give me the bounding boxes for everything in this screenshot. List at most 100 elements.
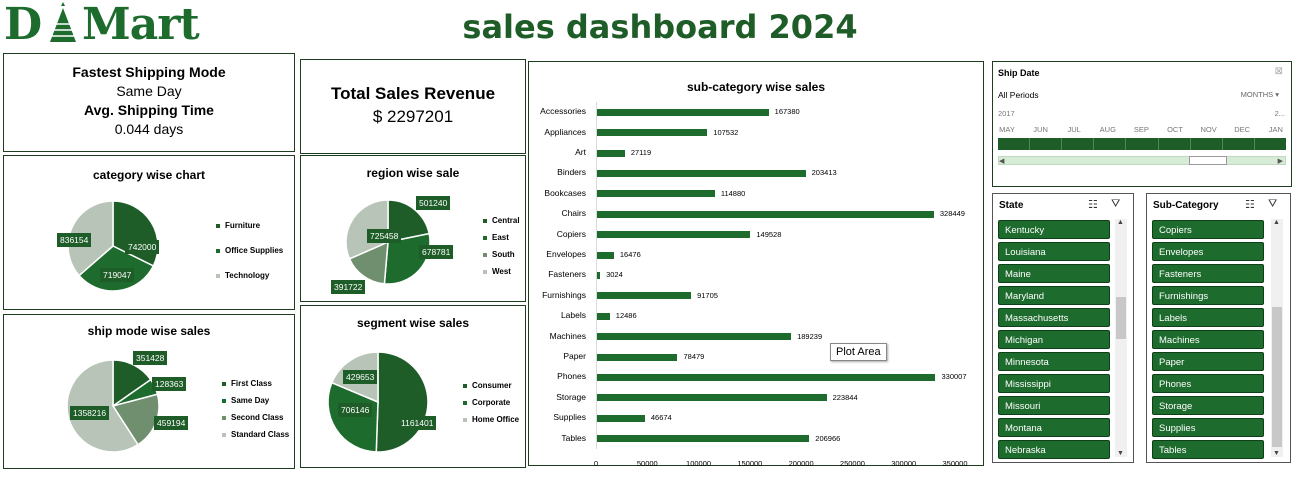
shipping-kpi-card[interactable]: Fastest Shipping Mode Same Day Avg. Ship… — [3, 53, 295, 152]
chart-title: sub-category wise sales — [686, 80, 826, 94]
slicer-item-labels[interactable]: Labels — [1152, 308, 1264, 327]
legend-swatch — [216, 223, 220, 228]
bar-data-label: 12486 — [615, 311, 637, 321]
bar-data-label: 78479 — [683, 352, 705, 361]
bar-data-label: 206966 — [815, 433, 841, 443]
legend-item: Same Day — [222, 396, 269, 405]
category-tick-label: Envelopes — [546, 249, 586, 259]
slicer-scroll-thumb[interactable] — [1116, 297, 1126, 339]
slicer-scrollbar[interactable]: ▲ ▼ — [1271, 219, 1283, 457]
slicer-item-storage[interactable]: Storage — [1152, 396, 1264, 415]
timeline-month-label: DEC — [1234, 125, 1251, 134]
clear-filter-icon[interactable]: ⛛ — [1111, 198, 1121, 210]
slicer-item-missouri[interactable]: Missouri — [998, 396, 1110, 415]
bar-storage[interactable] — [597, 394, 827, 402]
bar-envelopes[interactable] — [597, 251, 614, 259]
dashboard-title: sales dashboard 2024 — [462, 8, 858, 46]
revenue-kpi-card[interactable]: Total Sales Revenue $ 2297201 — [300, 59, 526, 154]
bar-binders[interactable] — [597, 169, 806, 177]
category-tick-label: Supplies — [553, 412, 586, 423]
region-chart-panel[interactable]: region wise sale 501240 678781 391722 72545… — [300, 155, 526, 302]
bar-machines[interactable] — [597, 333, 792, 341]
legend-swatch — [483, 252, 487, 257]
bar-data-label: 203413 — [811, 168, 837, 178]
pie-slice-south[interactable] — [348, 240, 389, 285]
slicer-item-furnishings[interactable]: Furnishings — [1152, 286, 1264, 305]
slicer-item-mississippi[interactable]: Mississippi — [998, 374, 1110, 393]
category-chart-panel[interactable]: category wise chart 742000 719047 836154 Fu… — [3, 155, 295, 310]
slicer-scrollbar[interactable]: ▲ ▼ — [1115, 219, 1127, 457]
slicer-item-supplies[interactable]: Supplies — [1152, 418, 1264, 437]
slicer-item-copiers[interactable]: Copiers — [1152, 220, 1264, 239]
shipmode-chart-panel[interactable]: ship mode wise sales 351428 128363 459194 1… — [3, 314, 295, 469]
multi-select-icon[interactable]: ☷ — [1088, 199, 1098, 211]
slicer-item-paper[interactable]: Paper — [1152, 352, 1264, 371]
bar-phones[interactable] — [597, 373, 936, 381]
clear-filter-icon[interactable]: ⊠ — [1274, 66, 1283, 77]
bar-copiers[interactable] — [597, 231, 751, 239]
scroll-up-icon[interactable]: ▲ — [1117, 219, 1124, 226]
slicer-item-montana[interactable]: Montana — [998, 418, 1110, 437]
bar-data-label: 223844 — [832, 392, 858, 402]
bar-fasteners[interactable] — [597, 271, 601, 279]
pie-data-label: 1161401 — [398, 416, 437, 430]
scroll-down-icon[interactable]: ▼ — [1117, 450, 1124, 457]
bar-labels[interactable] — [597, 312, 610, 320]
bar-supplies[interactable] — [597, 414, 645, 422]
slicer-item-michigan[interactable]: Michigan — [998, 330, 1110, 349]
slicer-item-phones[interactable]: Phones — [1152, 374, 1264, 393]
slicer-item-louisiana[interactable]: Louisiana — [998, 242, 1110, 261]
legend-swatch — [222, 415, 226, 420]
pie-slice-consumer[interactable] — [375, 351, 429, 453]
subcategory-slicer[interactable]: Sub-Category ☷ ⛛ ▲ ▼ Copiers Envelopes Fas… — [1146, 193, 1291, 463]
segment-chart-panel[interactable]: segment wise sales 1161401 706146 429653 Co… — [300, 305, 526, 468]
bar-chairs[interactable] — [597, 210, 934, 218]
x-tick-label: 100000 — [686, 458, 712, 468]
timeline-scroll-thumb[interactable] — [1189, 156, 1227, 165]
legend-item: First Class — [222, 379, 272, 388]
category-tick-label: Machines — [549, 330, 586, 341]
chevron-down-icon: ▾ — [1275, 90, 1279, 99]
bar-data-label: 167380 — [774, 107, 800, 117]
slicer-item-minnesota[interactable]: Minnesota — [998, 352, 1110, 371]
scroll-left-icon[interactable]: ◀ — [999, 158, 1005, 165]
bar-tables[interactable] — [597, 435, 810, 443]
category-tick-label: Copiers — [556, 228, 586, 239]
bar-data-label: 114880 — [720, 188, 746, 198]
multi-select-icon[interactable]: ☷ — [1245, 199, 1255, 211]
slicer-item-nebraska[interactable]: Nebraska — [998, 440, 1110, 459]
slicer-item-machines[interactable]: Machines — [1152, 330, 1264, 349]
slicer-item-kentucky[interactable]: Kentucky — [998, 220, 1110, 239]
slicer-item-envelopes[interactable]: Envelopes — [1152, 242, 1264, 261]
pie-data-label: 128363 — [152, 377, 187, 391]
slicer-item-maine[interactable]: Maine — [998, 264, 1110, 283]
bar-art[interactable] — [597, 149, 625, 157]
slicer-scroll-thumb[interactable] — [1272, 307, 1282, 447]
ship-date-timeline[interactable]: Ship Date ⊠ All Periods MONTHS ▾ 2017 2.… — [992, 61, 1292, 187]
bar-accessories[interactable] — [597, 108, 769, 116]
pie-data-label: 836154 — [57, 233, 92, 247]
scroll-down-icon[interactable]: ▼ — [1273, 450, 1280, 457]
timeline-month-label: NOV — [1200, 125, 1217, 134]
bar-paper[interactable] — [597, 353, 678, 361]
timeline-scrollbar[interactable] — [998, 156, 1286, 165]
pie-slice-standard-class[interactable] — [66, 359, 139, 453]
slicer-item-massachusetts[interactable]: Massachusetts — [998, 308, 1110, 327]
x-tick-label: 50000 — [636, 458, 658, 468]
timeline-period-bar[interactable] — [998, 138, 1286, 150]
pie-slice-corporate[interactable] — [327, 381, 379, 453]
slicer-item-tables[interactable]: Tables — [1152, 440, 1264, 459]
scroll-right-icon[interactable]: ▶ — [1277, 158, 1283, 165]
bar-bookcases[interactable] — [597, 190, 715, 198]
clear-filter-icon[interactable]: ⛛ — [1268, 198, 1278, 210]
timeline-year: 2... — [1274, 109, 1285, 118]
state-slicer[interactable]: State ☷ ⛛ ▲ ▼ Kentucky Louisiana Maine Mary… — [992, 193, 1134, 463]
slicer-item-fasteners[interactable]: Fasteners — [1152, 264, 1264, 283]
pie-slice-east[interactable] — [383, 232, 431, 285]
bar-appliances[interactable] — [597, 129, 708, 137]
subcategory-chart-panel[interactable]: sub-category wise sales Accessories 16738… — [528, 61, 984, 468]
slicer-item-maryland[interactable]: Maryland — [998, 286, 1110, 305]
scroll-up-icon[interactable]: ▲ — [1273, 219, 1280, 226]
period-mode-dropdown[interactable]: MONTHS ▾ — [1241, 90, 1279, 99]
bar-furnishings[interactable] — [597, 292, 692, 300]
